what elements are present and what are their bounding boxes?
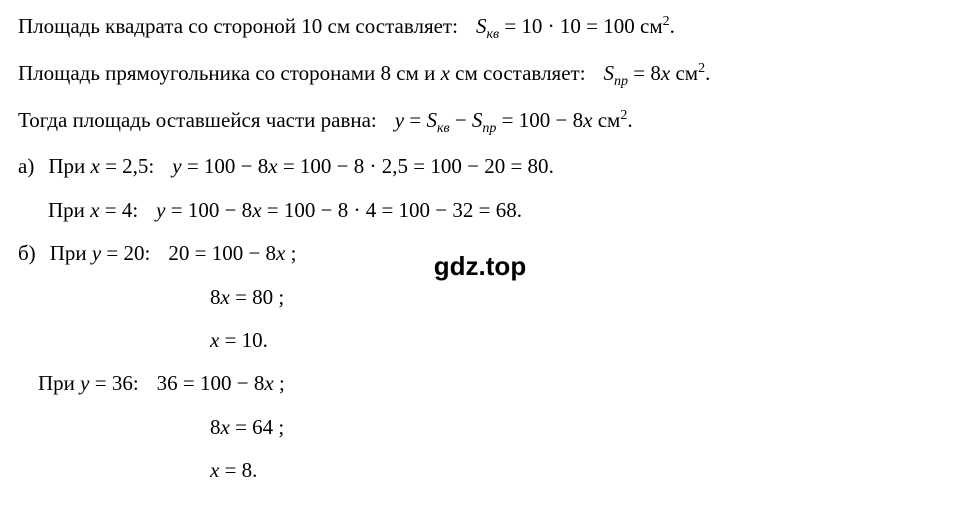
line-b6: x = 8.: [18, 456, 942, 485]
sub-pr: пр: [482, 121, 496, 136]
line-b3: x = 10.: [18, 326, 942, 355]
eq: = 8: [219, 458, 252, 482]
var-y: y: [172, 154, 181, 178]
pri: При: [38, 371, 80, 395]
calc: = 100 − 8: [166, 198, 253, 222]
var-s: S: [426, 108, 437, 132]
lhs: 8: [210, 285, 221, 309]
semi: ;: [274, 371, 285, 395]
pri: При: [48, 198, 90, 222]
pri: При: [48, 154, 90, 178]
unit: см: [640, 14, 663, 38]
var-y: y: [395, 108, 404, 132]
dot: .: [549, 154, 554, 178]
line-a2: При x = 4:y = 100 − 8x = 100 − 8 · 4 = 1…: [18, 196, 942, 225]
var-x: x: [210, 458, 219, 482]
unit: см: [592, 108, 620, 132]
eq: = 80 ;: [230, 285, 284, 309]
rest: = 100 − 8 · 4 = 100 − 32 = 68: [262, 198, 517, 222]
text2: см составляет:: [450, 61, 586, 85]
line-b4: При y = 36:36 = 100 − 8x ;: [18, 369, 942, 398]
minus: −: [450, 108, 472, 132]
sub-pr: пр: [614, 74, 628, 89]
eq: 36 = 100 − 8: [157, 371, 265, 395]
line-b2: 8x = 80 ;: [18, 283, 942, 312]
var-y: y: [156, 198, 165, 222]
label-b: б): [18, 241, 36, 265]
line-remaining-area: Тогда площадь оставшейся части равна: y =…: [18, 106, 942, 139]
var-s: S: [604, 61, 615, 85]
var-x: x: [268, 154, 277, 178]
eq: = 10 · 10 = 100: [499, 14, 640, 38]
eq2: = 100 − 8: [496, 108, 583, 132]
val: = 2,5:: [100, 154, 154, 178]
dot: .: [517, 198, 522, 222]
var-s: S: [472, 108, 483, 132]
var-x: x: [221, 415, 230, 439]
line-b5: 8x = 64 ;: [18, 413, 942, 442]
line-square-area: Площадь квадрата со стороной 10 см соста…: [18, 12, 942, 45]
dot: .: [670, 14, 675, 38]
text: Площадь квадрата со стороной 10 см соста…: [18, 14, 458, 38]
dot: .: [627, 108, 632, 132]
var-x: x: [661, 61, 670, 85]
eq: 20 = 100 − 8: [168, 241, 276, 265]
semi: ;: [285, 241, 296, 265]
var-x: x: [252, 198, 261, 222]
var-x: x: [90, 154, 99, 178]
val: = 36:: [89, 371, 138, 395]
var-x: x: [276, 241, 285, 265]
text: Тогда площадь оставшейся части равна:: [18, 108, 377, 132]
label-a: а): [18, 154, 34, 178]
dot: .: [263, 328, 268, 352]
var-s: S: [476, 14, 487, 38]
sub-kv: кв: [437, 121, 450, 136]
unit: см: [670, 61, 698, 85]
eq: = 8: [628, 61, 661, 85]
val: = 4:: [99, 198, 138, 222]
text: Площадь прямоугольника со сторонами 8 см…: [18, 61, 441, 85]
var-x: x: [221, 285, 230, 309]
lhs: 8: [210, 415, 221, 439]
line-rect-area: Площадь прямоугольника со сторонами 8 см…: [18, 59, 942, 92]
pri: При: [50, 241, 92, 265]
var-x: x: [210, 328, 219, 352]
val: = 20:: [101, 241, 150, 265]
sup-2: 2: [663, 14, 670, 29]
dot: .: [252, 458, 257, 482]
eq: =: [404, 108, 426, 132]
var-x: x: [264, 371, 273, 395]
dot: .: [705, 61, 710, 85]
sub-kv: кв: [486, 27, 499, 42]
var-x: x: [441, 61, 450, 85]
eq: = 10: [219, 328, 262, 352]
eq: = 64 ;: [230, 415, 284, 439]
var-y: y: [92, 241, 101, 265]
watermark: gdz.top: [434, 248, 526, 284]
line-a1: а)При x = 2,5:y = 100 − 8x = 100 − 8 · 2…: [18, 152, 942, 181]
rest: = 100 − 8 · 2,5 = 100 − 20 = 80: [278, 154, 549, 178]
calc: = 100 − 8: [182, 154, 269, 178]
